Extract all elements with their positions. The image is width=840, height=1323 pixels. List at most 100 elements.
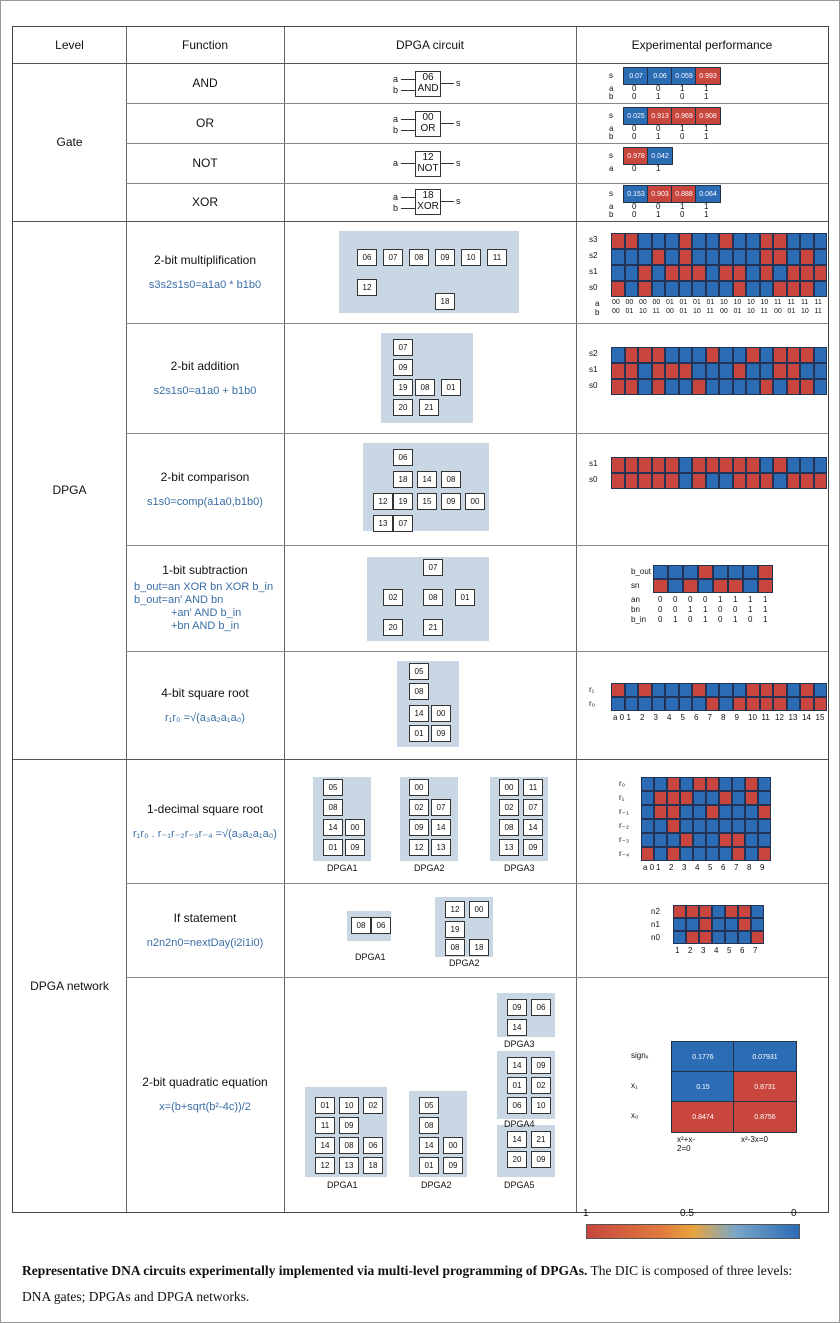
fn-title: 1-bit subtraction [162,563,248,577]
heatmap-cell [745,819,758,833]
heatmap-row [611,347,827,363]
heatmap-cell [665,249,679,265]
col-label: 3 [653,713,658,722]
cell: 0.15 [671,1071,735,1103]
heatmap-cell [624,265,638,281]
heatmap-cell [773,697,787,711]
heatmap-row [611,249,827,265]
heatmap-cell [746,249,760,265]
heatmap-cell [705,457,719,473]
col-label: 01 [706,299,715,306]
heatmap-cell [692,697,706,711]
row-label: s [609,71,613,80]
row-divider [126,433,828,434]
col-label: 0 [673,605,678,614]
fn-quadratic: 2-bit quadratic equation x=(b+sqrt(b²-4c… [126,977,284,1212]
dpga-block: 21 [423,619,443,636]
heatmap-cell [751,918,764,931]
row-divider [126,545,828,546]
heatmap-cell [813,457,827,473]
dpga-block: 01 [441,379,461,396]
heatmap-row [641,805,771,819]
input-a: a [393,74,399,84]
heatmap-cell [719,281,733,297]
heatmap-cell [705,265,719,281]
heatmap-cell [611,347,625,363]
gate-or-label: OR [196,116,214,130]
heatmap-cell [624,281,638,297]
heatmap-cell [638,347,652,363]
dpga-block: 14 [315,1137,335,1154]
heatmap-cell [665,233,679,249]
heatmap-cell [719,791,732,805]
heatmap-row [653,579,773,593]
fn-title: 2-bit quadratic equation [142,1075,268,1089]
col-label: 15 [815,713,825,722]
dpga-block: 08 [419,1117,439,1134]
dpga-block: 09 [443,1157,463,1174]
not-gate-diagram: a 12 NOT s [393,151,483,179]
col-label: 8 [747,863,752,872]
input-a-value: 1 [680,84,685,93]
heatmap-cell [638,379,652,395]
heatmap-cell [638,265,652,281]
col-divider [284,27,285,1212]
heatmap-cell [699,931,712,944]
heatmap-cell [719,249,733,265]
col-label: 11 [787,299,795,306]
col-label: 0 [688,615,693,624]
heatmap-row [611,233,827,249]
row-label: a [609,202,614,211]
heatmap-cell [706,791,719,805]
col-label: 00 [639,299,647,306]
heatmap-cell [758,833,771,847]
row-label: n0 [651,933,660,942]
col-label: 0 [673,595,678,604]
heatmap-cell [813,683,827,697]
row-divider [126,651,828,652]
heatmap-cell [719,233,733,249]
dpga-block: 14 [507,1057,527,1074]
heatmap-cell [665,363,679,379]
heatmap-cell [773,281,787,297]
heatmap-cell [773,457,787,473]
heatmap-cell [719,347,733,363]
value-cell: 0.903 [647,185,673,203]
colorbar-label-mid: 0.5 [680,1208,694,1219]
dpga-block: 02 [383,589,403,606]
col-label: 10 [748,713,757,722]
col-label: 11 [774,299,782,306]
dpga-block: 01 [323,839,343,856]
fn-title: 2-bit comparison [160,469,250,484]
heatmap-row [641,819,771,833]
dpga-block: 12 [445,901,465,918]
input-a-value: 0 [632,202,637,211]
row-label: an [631,595,640,604]
heatmap-cell [611,249,625,265]
col-label: 6 [740,946,745,955]
heatmap-cell [786,281,800,297]
col-label: 5 [680,713,685,722]
heatmap-cell [719,847,732,861]
heatmap-cell [712,918,725,931]
heatmap-row [611,363,827,379]
col-label: 7 [734,863,739,872]
col-label: 10 [733,299,742,306]
heatmap-cell [667,805,680,819]
col-divider [576,27,577,1212]
row-label: s0 [589,475,598,484]
or-gate-diagram: a b 00 OR s [393,111,483,139]
dpga-block: 08 [499,819,519,836]
dpga-block: 14 [409,705,429,722]
gate-box: 00 OR [415,111,441,137]
heatmap-cell [773,683,787,697]
col-label: 00 [612,308,620,315]
heatmap-cell [728,565,743,579]
row-label: b [609,92,614,101]
heatmap-cell [738,905,751,918]
dpga-block: 19 [445,921,465,938]
heatmap-cell [665,347,679,363]
dpga-block: 08 [445,939,465,956]
col-label: 5 [708,863,713,872]
value-cell: 0.888 [671,185,697,203]
